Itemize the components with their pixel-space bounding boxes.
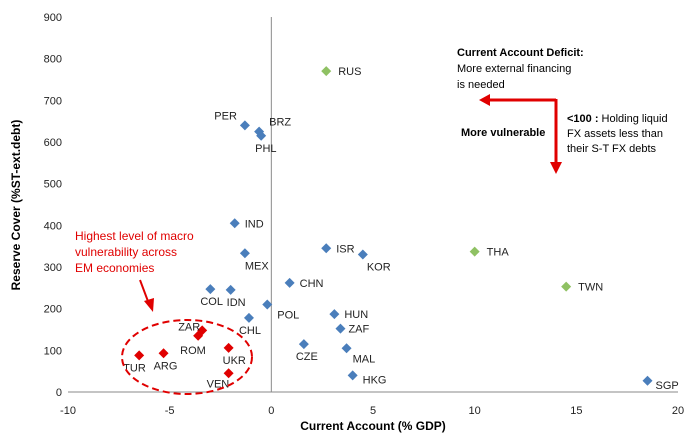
macro-vulnerability-arrow-head bbox=[144, 298, 154, 312]
data-point-rus bbox=[321, 66, 332, 77]
data-point-sgp bbox=[642, 375, 653, 386]
data-point-ukr bbox=[223, 342, 234, 353]
point-label-kor: KOR bbox=[367, 262, 391, 274]
deficit-line2: is needed bbox=[457, 79, 505, 91]
y-tick-label: 600 bbox=[44, 137, 62, 149]
point-label-tha: THA bbox=[487, 247, 510, 259]
data-point-idn bbox=[225, 284, 236, 295]
macro-vulnerability-line1: Highest level of macro bbox=[75, 229, 194, 243]
point-label-zaf: ZAF bbox=[348, 324, 369, 336]
point-label-chn: CHN bbox=[300, 278, 324, 290]
data-point-tur bbox=[134, 350, 145, 361]
point-label-ven: VEN bbox=[207, 378, 230, 390]
point-label-phl: PHL bbox=[255, 143, 276, 155]
x-tick-label: -10 bbox=[60, 405, 76, 417]
data-point-per bbox=[239, 120, 250, 131]
point-label-rus: RUS bbox=[338, 66, 361, 78]
point-label-pol: POL bbox=[277, 310, 299, 322]
point-label-mal: MAL bbox=[353, 353, 376, 365]
data-point-phl bbox=[256, 130, 267, 141]
deficit-line1: More external financing bbox=[457, 63, 571, 75]
data-point-ven bbox=[223, 368, 234, 379]
macro-vulnerability-line3: EM economies bbox=[75, 261, 154, 275]
data-point-isr bbox=[321, 243, 332, 254]
left-arrow-head bbox=[479, 94, 490, 106]
point-label-ind: IND bbox=[245, 218, 264, 230]
data-point-rom bbox=[193, 330, 204, 341]
macro-vulnerability-line2: vulnerability across bbox=[75, 245, 177, 259]
data-point-zaf bbox=[335, 323, 346, 334]
data-point-mal bbox=[341, 343, 352, 354]
data-point-pol bbox=[262, 299, 273, 310]
data-point-tha bbox=[469, 246, 480, 257]
x-axis-title: Current Account (% GDP) bbox=[300, 419, 446, 433]
point-label-zar: ZAR bbox=[178, 321, 200, 333]
data-point-col bbox=[205, 284, 216, 295]
lt100-line3: their S-T FX debts bbox=[567, 143, 657, 155]
y-axis-ticks: 0 100 200 300 400 500 600 700 800 900 bbox=[44, 12, 62, 399]
point-label-hkg: HKG bbox=[363, 374, 387, 386]
point-label-brz: BRZ bbox=[269, 117, 291, 129]
y-tick-label: 0 bbox=[56, 387, 62, 399]
point-label-per: PER bbox=[214, 110, 237, 122]
x-tick-label: 5 bbox=[370, 405, 376, 417]
data-point-twn bbox=[561, 281, 572, 292]
deficit-title: Current Account Deficit: bbox=[457, 47, 584, 59]
y-tick-label: 100 bbox=[44, 345, 62, 357]
lt100-line1: <100 : Holding liquid bbox=[567, 113, 668, 125]
point-label-col: COL bbox=[200, 296, 223, 308]
y-tick-label: 500 bbox=[44, 179, 62, 191]
x-tick-label: 0 bbox=[268, 405, 274, 417]
data-point-cze bbox=[298, 339, 309, 350]
point-label-isr: ISR bbox=[336, 243, 354, 255]
point-label-twn: TWN bbox=[578, 282, 603, 294]
point-label-chl: CHL bbox=[239, 325, 261, 337]
data-points: RUS PER BRZ PHL IND MEX ISR KOR THA TWN CHN COL IDN P… bbox=[123, 66, 679, 392]
down-arrow-head bbox=[550, 162, 562, 174]
point-label-hun: HUN bbox=[344, 309, 368, 321]
x-tick-label: 10 bbox=[469, 405, 481, 417]
data-point-hun bbox=[329, 309, 340, 320]
point-label-tur: TUR bbox=[123, 362, 146, 374]
data-point-hkg bbox=[347, 370, 358, 381]
lt100-bold: <100 : bbox=[567, 113, 599, 125]
data-point-arg bbox=[158, 348, 169, 359]
y-tick-label: 700 bbox=[44, 95, 62, 107]
x-axis-ticks: -10 -5 0 5 10 15 20 bbox=[60, 405, 684, 417]
y-tick-label: 300 bbox=[44, 262, 62, 274]
data-point-chl bbox=[243, 312, 254, 323]
data-point-chn bbox=[284, 277, 295, 288]
point-label-arg: ARG bbox=[154, 360, 178, 372]
point-label-idn: IDN bbox=[227, 297, 246, 309]
y-tick-label: 400 bbox=[44, 220, 62, 232]
vulnerability-ellipse bbox=[121, 319, 253, 395]
data-point-kor bbox=[357, 249, 368, 260]
point-label-mex: MEX bbox=[245, 260, 270, 272]
data-point-mex bbox=[239, 248, 250, 259]
x-tick-label: 20 bbox=[672, 405, 684, 417]
point-label-sgp: SGP bbox=[656, 380, 679, 392]
point-label-ukr: UKR bbox=[223, 355, 246, 367]
y-tick-label: 200 bbox=[44, 304, 62, 316]
y-axis-title: Reserve Cover (%ST-ext.debt) bbox=[9, 120, 23, 291]
lt100-text: Holding liquid bbox=[599, 113, 668, 125]
x-tick-label: -5 bbox=[165, 405, 175, 417]
x-tick-label: 15 bbox=[570, 405, 582, 417]
point-label-rom: ROM bbox=[180, 345, 206, 357]
y-tick-label: 900 bbox=[44, 12, 62, 24]
lt100-line2: FX assets less than bbox=[567, 128, 663, 140]
point-label-cze: CZE bbox=[296, 351, 318, 363]
y-tick-label: 800 bbox=[44, 54, 62, 66]
more-vulnerable-label: More vulnerable bbox=[461, 127, 545, 139]
data-point-ind bbox=[229, 218, 240, 229]
